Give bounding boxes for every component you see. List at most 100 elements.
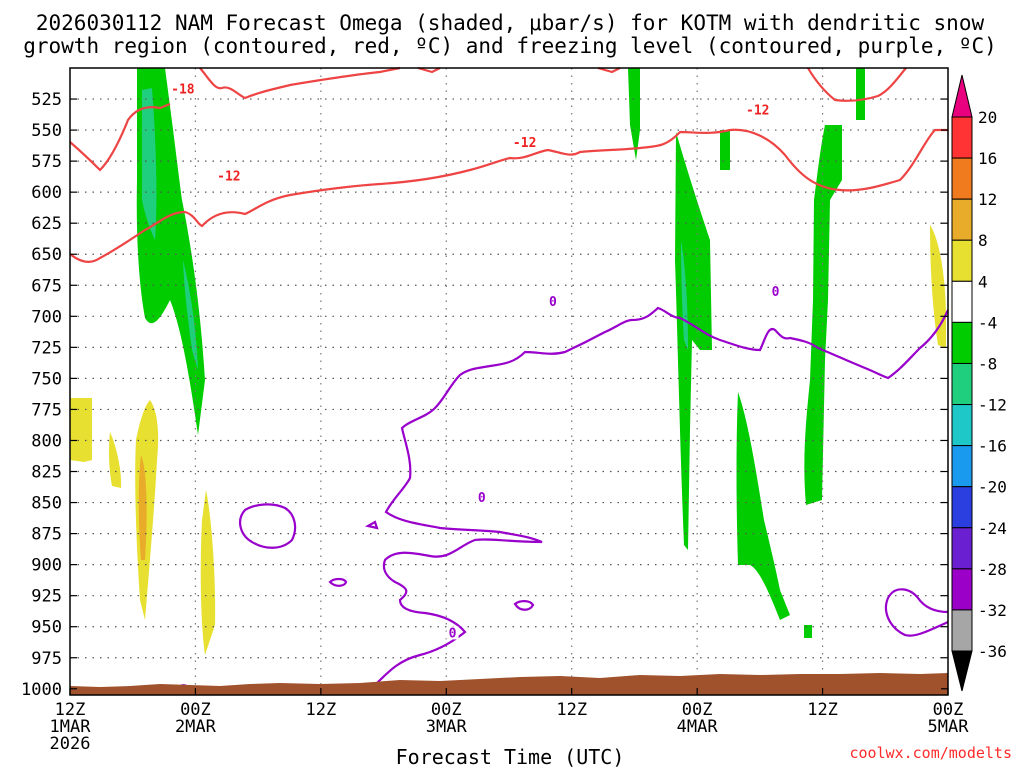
colorbar-label: -36 [978,642,1007,661]
contour-label: -12 [513,136,536,151]
y-tick-label: 825 [31,463,62,483]
x-tick-label-line1: 12Z [305,700,336,720]
isotherm-minus-18-top [199,66,401,100]
colorbar-label: 8 [978,231,988,250]
contour-label-bg [446,626,459,640]
y-tick-label: 700 [31,307,62,327]
contour-label: -12 [217,170,240,185]
freezing-level-eddy-6 [884,588,949,637]
colorbar-swatch [951,239,973,282]
x-tick-label-line2: 5MAR [928,717,970,737]
contour-label-bg [510,135,539,149]
colorbar-label: -24 [978,519,1007,538]
y-axis-ticks: 525 550 575 600 625 650 675 700 725 750 775 800 825 8… [21,90,948,700]
colorbar-swatch [951,486,973,529]
colorbar-label: -20 [978,478,1007,497]
isotherm-minus-18-topright [597,66,621,74]
contour-labels: -18 -12 -12 -12 0 0 0 0 [168,82,782,641]
freezing-level-main [375,306,950,685]
omega-shade-green-5 [736,392,790,620]
colorbar-label: -16 [978,437,1007,456]
x-tick-label-line1: 00Z [431,700,462,720]
colorbar-label: -4 [978,313,997,332]
colorbar-label: 4 [978,272,988,291]
omega-shade-yellow-2 [108,432,122,488]
freezing-level-contours [179,306,950,691]
omega-shade-green-8 [804,625,812,638]
colorbar-label: 12 [978,190,997,209]
colorbar-top-arrow [951,74,973,118]
omega-shade-green-1c [183,260,198,370]
colorbar-swatch [951,116,973,159]
omega-shade-yellow-1 [70,398,92,462]
colorbar-swatch [951,445,973,488]
x-tick-label-line2: 1MAR [50,717,92,737]
omega-shade-orange-1 [138,455,147,560]
omega-shade-yellow-4 [200,490,216,655]
contour-label: 0 [549,295,557,310]
omega-shade-yellow-5 [930,225,946,348]
y-tick-label: 900 [31,556,62,576]
chart-title-line-2: growth region (contoured, red, ºC) and f… [23,34,997,58]
x-tick-label-line1: 12Z [556,700,587,720]
omega-colorbar: 20 16 12 8 4 -4 -8 -12 -16 -20 -24 -28 -32 -36 [951,74,1007,692]
contour-label-bg [743,103,772,117]
colorbar-swatch [951,404,973,447]
colorbar-label: 20 [978,108,997,127]
colorbar-bottom-arrow [951,650,973,692]
y-tick-label: 925 [31,587,62,607]
x-tick-label-line1: 00Z [682,700,713,720]
colorbar-swatch [951,280,973,323]
colorbar-label: -12 [978,396,1007,415]
y-tick-label: 600 [31,183,62,203]
omega-shade-green-7 [856,68,865,120]
isotherm-minus-12-main [69,128,948,264]
x-axis-label: Forecast Time (UTC) [396,745,625,768]
y-tick-label: 650 [31,245,62,265]
y-tick-label: 950 [31,618,62,638]
omega-shade-green-1b [142,88,157,240]
chart-title-line-1: 2026030112 NAM Forecast Omega (shaded, μ… [36,11,985,35]
contour-label: 0 [449,626,457,641]
plot-area: -18 -12 -12 -12 0 0 0 0 [69,66,950,696]
colorbar-swatch [951,321,973,364]
freezing-level-eddy-1 [239,503,297,549]
y-tick-label: 775 [31,400,62,420]
contour-label-bg [475,491,488,505]
colorbar-swatch [951,527,973,570]
plot-frame [69,67,949,696]
x-tick-label-line1: 12Z [807,700,838,720]
colorbar-label: -28 [978,560,1007,579]
x-tick-label-line2: 3MAR [426,717,468,737]
isotherm-minus-18-top-2 [417,66,441,74]
y-tick-label: 525 [31,90,62,110]
colorbar-label: -8 [978,354,997,373]
omega-shading [70,68,946,655]
omega-shade-green-4 [720,130,730,170]
x-tick-label-line1: 12Z [55,700,86,720]
freezing-level-eddy-3 [364,520,379,530]
y-tick-label: 575 [31,152,62,172]
contour-label-bg [168,82,197,96]
contour-label-bg [546,294,559,308]
contour-label-bg [769,284,782,298]
contour-label: 0 [772,285,780,300]
y-tick-label: 675 [31,276,62,296]
colorbar-swatch [951,362,973,406]
terrain-surface [70,673,948,695]
y-tick-label: 800 [31,431,62,451]
freezing-level-eddy-4 [513,600,535,611]
isotherm-minus-18-left [69,102,171,172]
colorbar-swatch [951,609,973,652]
isotherm-minus-18-right [807,67,907,102]
y-tick-label: 725 [31,338,62,358]
colorbar-swatch [951,157,973,200]
y-tick-label: 550 [31,121,62,141]
x-tick-label-line1: 00Z [180,700,211,720]
y-tick-label: 750 [31,369,62,389]
x-tick-label-line1: 00Z [933,700,964,720]
x-tick-label-line2: 4MAR [677,717,719,737]
colorbar-label: 16 [978,149,997,168]
